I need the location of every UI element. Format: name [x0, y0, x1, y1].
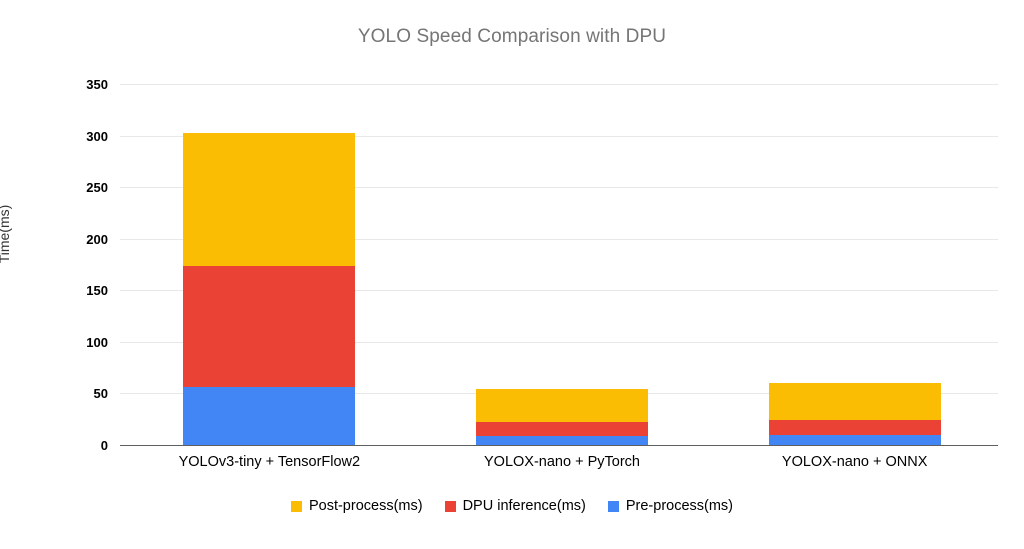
- bar-segment[interactable]: [183, 265, 355, 388]
- y-axis-tick-label: 200: [86, 231, 108, 247]
- y-axis-tick-label: 350: [86, 77, 108, 92]
- legend-label: Post-process(ms): [308, 498, 423, 514]
- x-axis-category-label: YOLOX-nano + PyTorch: [484, 454, 640, 470]
- gridline: [120, 290, 998, 292]
- y-axis-title: Time(ms): [0, 204, 12, 264]
- gridline: [120, 187, 998, 189]
- y-axis-tick-label: 50: [93, 386, 108, 402]
- bar-group[interactable]: [183, 84, 355, 445]
- bar-segment[interactable]: [476, 435, 648, 445]
- legend-swatch-icon: [444, 500, 456, 512]
- y-axis-tick-label: 0: [100, 438, 108, 453]
- y-axis-tick-label: 150: [86, 283, 108, 299]
- x-axis-category-label: YOLOv3-tiny + TensorFlow2: [178, 454, 361, 470]
- legend-item[interactable]: Post-process(ms): [290, 498, 423, 514]
- gridline: [120, 341, 998, 343]
- bar-segment[interactable]: [769, 383, 941, 421]
- y-axis-tick-label: 300: [86, 128, 108, 144]
- bar-group[interactable]: [476, 84, 648, 445]
- bar-segment[interactable]: [476, 389, 648, 423]
- gridline: [120, 238, 998, 240]
- y-axis-tick-label: 250: [86, 180, 108, 196]
- legend-label: DPU inference(ms): [462, 498, 586, 514]
- bar-segment[interactable]: [183, 132, 355, 266]
- bar-segment[interactable]: [769, 420, 941, 435]
- chart-title: YOLO Speed Comparison with DPU: [357, 26, 667, 47]
- legend-item[interactable]: Pre-process(ms): [607, 498, 734, 514]
- legend-swatch-icon: [290, 500, 302, 512]
- gridline: [120, 135, 998, 137]
- y-axis-tick-label: 100: [86, 334, 108, 350]
- legend-item[interactable]: DPU inference(ms): [444, 498, 586, 514]
- x-axis-category-labels: YOLOv3-tiny + TensorFlow2 YOLOX-nano + Py…: [120, 454, 998, 478]
- bar-segment[interactable]: [769, 434, 941, 445]
- plot-area: 0 50 100 150 200 250 300 350: [86, 78, 998, 452]
- x-axis-line: [120, 445, 998, 446]
- chart-legend: Post-process(ms) DPU inference(ms) Pre-pro…: [0, 498, 1024, 514]
- bar-segment[interactable]: [183, 387, 355, 445]
- gridline: [120, 84, 998, 85]
- legend-swatch-icon: [607, 500, 619, 512]
- x-axis-category-label: YOLOX-nano + ONNX: [781, 454, 928, 470]
- bar-group[interactable]: [769, 84, 941, 445]
- bar-segment[interactable]: [476, 422, 648, 436]
- legend-label: Pre-process(ms): [625, 498, 734, 514]
